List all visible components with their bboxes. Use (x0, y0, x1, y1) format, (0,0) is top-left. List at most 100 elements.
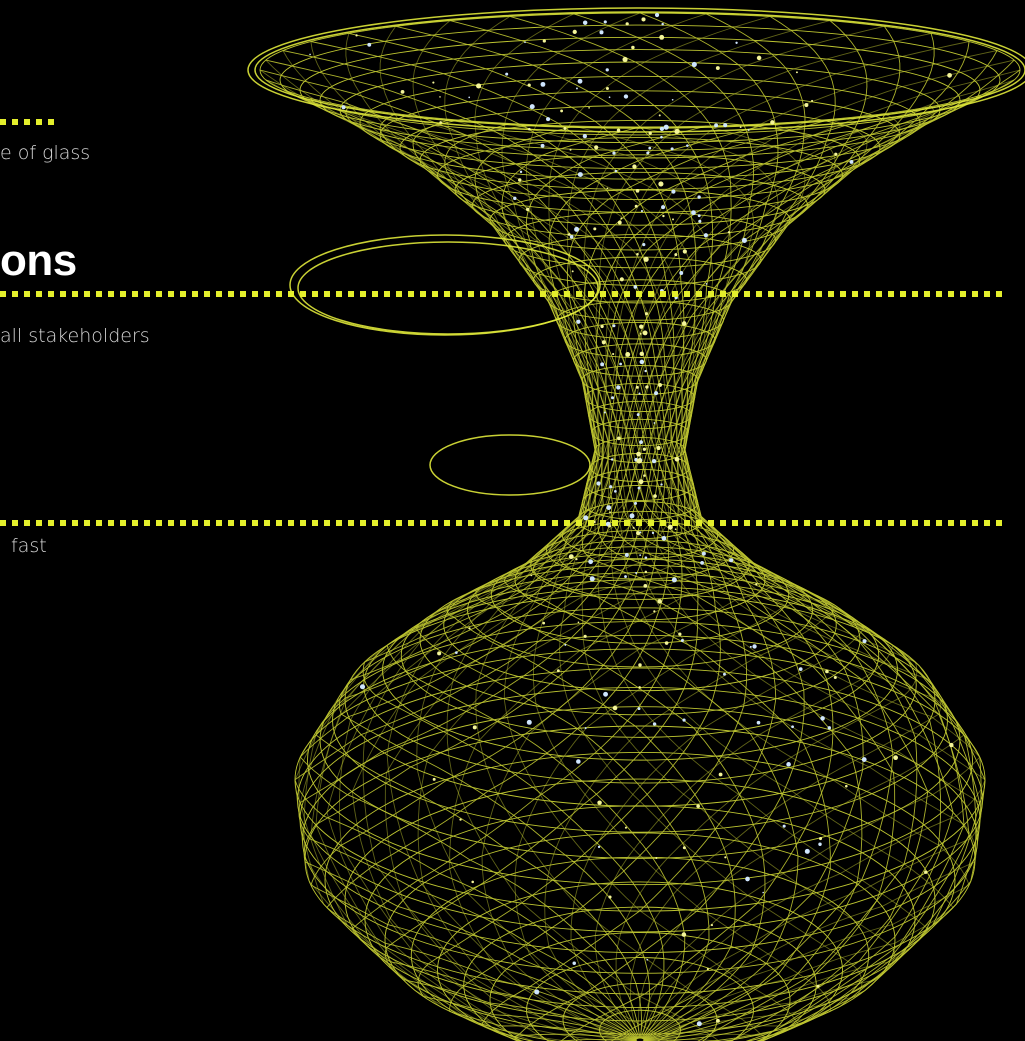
star (600, 324, 604, 329)
star (616, 385, 621, 390)
star (560, 109, 563, 113)
mesh-spiral (384, 126, 779, 1041)
star (594, 145, 599, 150)
star (724, 856, 727, 859)
star (437, 651, 442, 656)
star (682, 249, 687, 254)
mesh-spiral (532, 15, 831, 1041)
star (671, 189, 676, 194)
star (658, 383, 662, 387)
star (671, 577, 677, 583)
star (355, 34, 358, 37)
mesh-spiral (386, 50, 998, 1041)
star (811, 99, 814, 102)
star (599, 30, 604, 35)
star (632, 164, 637, 169)
star (638, 479, 644, 485)
star (861, 757, 867, 762)
mesh-spiral (416, 98, 970, 1039)
mesh-spiral (449, 15, 748, 1041)
star (639, 554, 642, 556)
star (648, 146, 652, 150)
star (654, 12, 660, 18)
star (632, 526, 635, 529)
star (723, 672, 726, 676)
halo-ring (297, 241, 599, 335)
star (606, 187, 609, 190)
star (400, 89, 405, 94)
star (845, 784, 848, 788)
star (949, 742, 954, 748)
star (540, 81, 546, 87)
star (644, 369, 647, 373)
star (659, 34, 665, 40)
star (706, 968, 709, 971)
star (727, 231, 731, 234)
star (661, 535, 667, 541)
star (577, 172, 583, 178)
star (716, 1018, 720, 1023)
star (603, 411, 606, 414)
star (601, 340, 606, 345)
star (611, 396, 615, 400)
star (735, 41, 738, 44)
star (703, 233, 709, 238)
star (755, 583, 758, 586)
star (527, 83, 531, 87)
star (638, 392, 641, 395)
star (525, 207, 530, 212)
mesh-spiral (444, 16, 954, 1040)
mesh-spiral (265, 59, 965, 1039)
mesh-ring (307, 634, 973, 886)
mesh-spiral (525, 13, 863, 1041)
star (605, 86, 609, 90)
star (643, 585, 647, 588)
dotted-rule (0, 291, 1002, 297)
section-text: all stakeholders (0, 325, 150, 347)
mesh-spiral (299, 50, 998, 1039)
star (624, 553, 629, 557)
star (583, 515, 589, 521)
star (589, 576, 595, 582)
star (660, 135, 663, 139)
mesh-ring (344, 593, 936, 807)
star (454, 651, 458, 654)
mesh-spiral (449, 123, 748, 1041)
star (696, 1021, 702, 1027)
star (600, 362, 605, 367)
star (756, 55, 762, 61)
star (624, 575, 627, 578)
star (577, 621, 580, 624)
mesh-spiral (362, 59, 1015, 1041)
star (612, 352, 615, 356)
mesh-spiral (379, 26, 977, 1039)
star (663, 124, 669, 130)
star (680, 638, 684, 643)
mesh-spiral (345, 106, 982, 1041)
star (309, 53, 311, 56)
mesh-spiral (503, 118, 831, 1040)
mesh-ring (399, 105, 881, 190)
star (623, 94, 629, 99)
dotted-rule (0, 520, 1004, 526)
mesh-ring (410, 856, 870, 1041)
mesh-spiral (310, 98, 864, 1039)
star (432, 777, 436, 781)
star (637, 486, 641, 490)
star (556, 669, 560, 673)
star (530, 574, 533, 577)
star (588, 107, 590, 109)
star (603, 691, 608, 697)
star (576, 319, 581, 324)
star (661, 205, 666, 210)
star (583, 634, 587, 638)
star (782, 824, 786, 828)
mesh-spiral (310, 20, 868, 1039)
star (569, 148, 572, 151)
star (341, 105, 346, 110)
star (582, 20, 588, 25)
star (642, 243, 646, 247)
star (563, 127, 567, 130)
mesh-spiral (338, 69, 1021, 1041)
star (610, 458, 614, 461)
